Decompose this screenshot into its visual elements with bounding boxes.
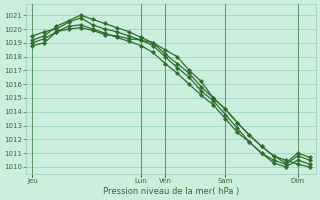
X-axis label: Pression niveau de la mer( hPa ): Pression niveau de la mer( hPa ): [103, 187, 239, 196]
